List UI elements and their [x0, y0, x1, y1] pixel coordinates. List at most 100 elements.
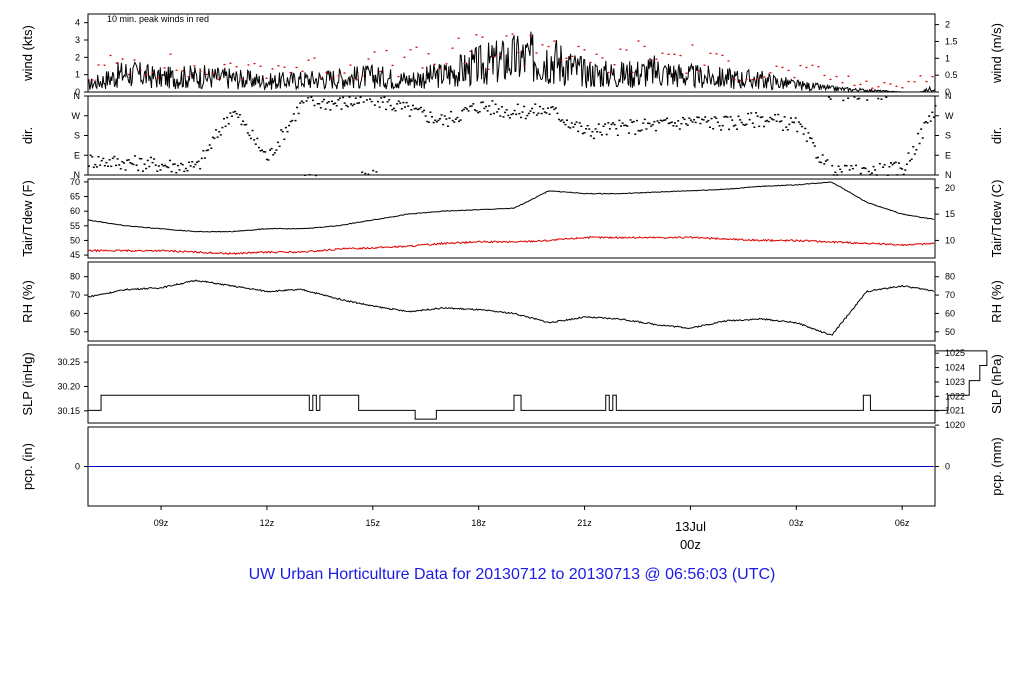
ytick-label-right-rh: 70 [945, 290, 955, 300]
dir-point [99, 164, 102, 166]
dir-point [797, 121, 800, 123]
ylabel-right-rh: RH (%) [989, 280, 1004, 323]
dir-point [178, 169, 181, 171]
dir-point [928, 115, 931, 117]
dir-point [815, 157, 818, 159]
dir-point [324, 108, 327, 110]
dir-point [658, 121, 661, 124]
dir-point [762, 125, 765, 128]
dir-point [311, 99, 314, 102]
ytick-label-left-dir: N [74, 170, 81, 180]
dir-point [708, 126, 711, 128]
dir-point [210, 147, 213, 150]
dir-point [888, 165, 891, 168]
ytick-label-left-dir: N [74, 91, 81, 101]
dir-point [254, 143, 257, 145]
dir-point [586, 124, 589, 127]
peak-wind-point [289, 71, 292, 74]
dir-point [740, 121, 743, 124]
dir-point [839, 168, 842, 171]
peak-wind-point [343, 72, 346, 74]
dir-point [505, 109, 508, 111]
dir-point [840, 171, 843, 173]
peak-wind-point [889, 83, 892, 85]
dir-point [626, 125, 629, 127]
dir-point [208, 144, 211, 146]
dir-point [674, 122, 677, 124]
dir-point [188, 161, 191, 164]
dir-point [747, 112, 750, 115]
dir-point [202, 150, 205, 152]
dir-point [269, 149, 272, 151]
dir-point [183, 170, 186, 173]
dir-point [608, 128, 611, 130]
dir-point [791, 121, 794, 123]
dir-point [207, 149, 210, 151]
dir-point [801, 125, 804, 128]
dir-point [118, 164, 121, 166]
dir-point [489, 113, 492, 116]
ytick-label-right-rh: 50 [945, 327, 955, 337]
dir-point [843, 164, 846, 167]
dir-point [481, 101, 484, 103]
peak-wind-point [823, 74, 826, 77]
peak-wind-point [451, 47, 454, 49]
series-temp-Tdew [87, 235, 935, 256]
ytick-label-right-pcp: 0 [945, 462, 950, 472]
peak-wind-point [727, 60, 730, 62]
dir-point [580, 125, 583, 128]
panel-frame-rh [87, 261, 936, 342]
dir-point [431, 115, 434, 118]
dir-point [302, 101, 305, 104]
ytick-label-left-dir: E [74, 150, 80, 160]
peak-wind-point [679, 54, 682, 57]
dir-point [519, 116, 522, 119]
dir-point [878, 162, 881, 165]
dir-point [340, 108, 343, 110]
dir-point [132, 163, 135, 166]
dir-point [291, 119, 294, 122]
dir-point [932, 116, 935, 118]
ytick-label-right-wind: 1 [945, 53, 950, 63]
date-label: 13Jul [675, 519, 706, 534]
dir-point [423, 109, 426, 112]
dir-point [299, 102, 302, 104]
dir-point [173, 163, 176, 165]
dir-point [456, 116, 459, 119]
peak-wind-point [847, 75, 850, 77]
dir-point [437, 119, 440, 122]
dir-point [103, 164, 106, 167]
ytick-label-left-dir: W [72, 111, 81, 121]
dir-point [567, 126, 570, 128]
dir-point [667, 122, 670, 125]
peak-wind-point [865, 80, 868, 82]
dir-point [697, 116, 700, 119]
dir-point [157, 165, 160, 167]
dir-point [404, 106, 407, 108]
ytick-label-left-temp: 70 [70, 177, 80, 187]
dir-point [240, 123, 243, 126]
ytick-label-left-temp: 50 [70, 235, 80, 245]
dir-point [122, 162, 125, 164]
dir-point [429, 111, 432, 113]
dir-point [564, 123, 567, 126]
dir-point [335, 104, 338, 107]
peak-wind-point [427, 53, 430, 55]
panel-frame-slp [87, 344, 936, 424]
dir-point [434, 119, 437, 122]
dir-point [672, 124, 675, 127]
peak-wind-point [925, 80, 928, 83]
dir-point [513, 109, 516, 112]
ytick-label-right-temp: 10 [945, 235, 955, 245]
dir-point [365, 99, 368, 101]
dir-point [640, 129, 643, 131]
chart-footer-title: UW Urban Horticulture Data for 20130712 … [248, 566, 776, 583]
peak-wind-point [97, 64, 100, 66]
peak-wind-point [109, 54, 112, 57]
dir-point [222, 117, 225, 120]
dir-point [508, 117, 511, 119]
peak-wind-point [145, 74, 148, 76]
dir-point [802, 133, 805, 135]
series-slp-SLP [88, 350, 988, 420]
xtick-label: 03z [789, 518, 804, 528]
